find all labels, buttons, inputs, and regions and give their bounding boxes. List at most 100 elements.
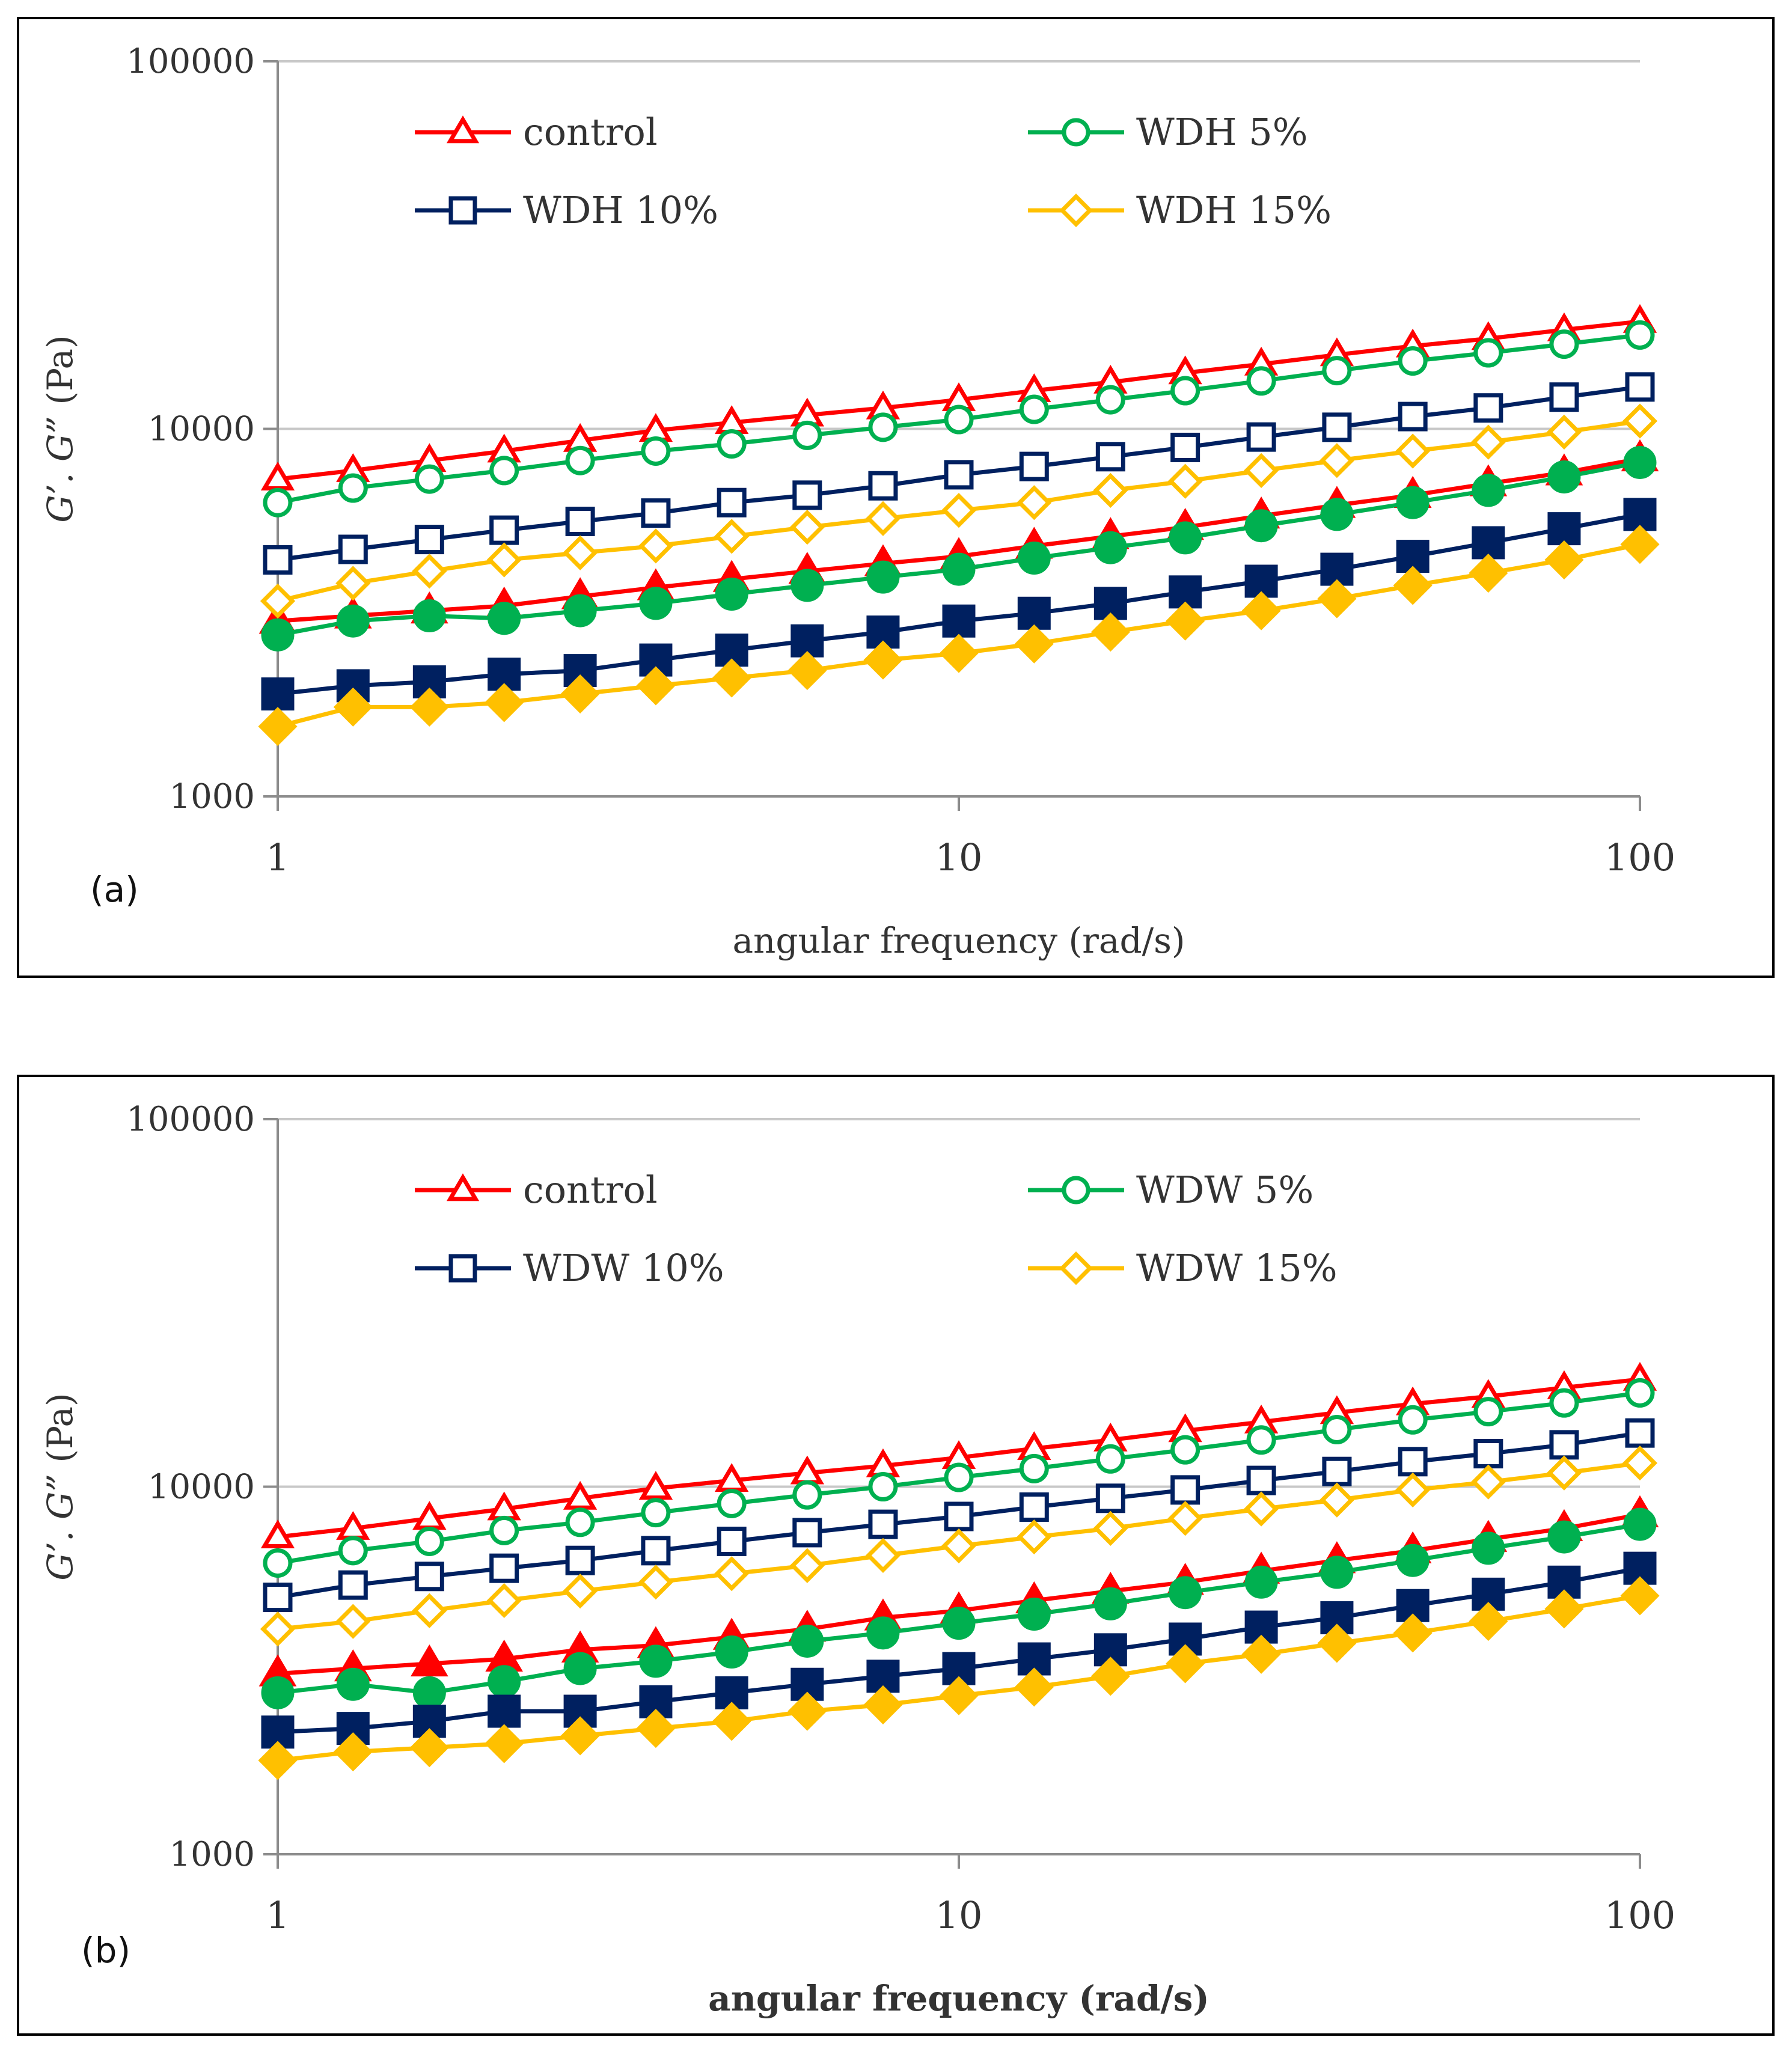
data-point (866, 560, 900, 594)
data-point (868, 412, 898, 442)
panel-label: (a) (90, 869, 139, 910)
data-point (792, 1518, 822, 1548)
data-point (1319, 443, 1355, 478)
data-point (792, 480, 822, 510)
data-point (717, 429, 747, 459)
data-point (939, 634, 979, 673)
data-point (636, 666, 676, 706)
data-point (1546, 1455, 1582, 1491)
legend: control WDH 5% WDH 10% WDH 15% (415, 110, 1332, 232)
data-point (1095, 1444, 1125, 1474)
data-point (338, 473, 368, 503)
data-point (565, 445, 595, 475)
legend-label: control (523, 110, 658, 154)
data-point (1093, 531, 1127, 564)
data-point (866, 1660, 900, 1693)
data-point (335, 566, 371, 601)
data-point (1170, 1435, 1200, 1465)
data-point (1317, 579, 1357, 618)
y-tick-label: 1000 (169, 1835, 255, 1874)
series-wdw-10--g1 (263, 1418, 1655, 1613)
data-point (486, 1583, 522, 1619)
x-axis-title: angular frequency (rad/s) (732, 920, 1185, 961)
legend-entry: WDW 5% (1028, 1168, 1313, 1212)
data-point (1090, 612, 1130, 652)
data-point (868, 471, 898, 501)
data-point (638, 1471, 673, 1500)
y-axis-title: G’. G” (Pa) (40, 335, 81, 522)
data-point (489, 456, 519, 486)
data-point (335, 1604, 371, 1639)
data-point (790, 624, 824, 658)
data-point (865, 501, 901, 536)
series-wdh-10--g2 (261, 498, 1657, 711)
data-point (488, 1665, 521, 1699)
data-point (1093, 472, 1128, 508)
data-point (1396, 1544, 1430, 1577)
data-point (263, 1583, 293, 1613)
data-point (563, 1652, 597, 1685)
data-point (1322, 1456, 1352, 1486)
data-point (1393, 1613, 1433, 1653)
data-point (712, 1702, 751, 1741)
data-point (1549, 1430, 1579, 1460)
data-point (1167, 463, 1203, 499)
data-point (715, 1635, 748, 1669)
data-point (1167, 1501, 1203, 1536)
data-point (409, 687, 449, 727)
data-point (409, 1728, 449, 1768)
data-point (717, 487, 747, 518)
data-point (258, 707, 298, 747)
legend-marker (1062, 118, 1090, 147)
y-tick-label: 1000 (169, 777, 255, 816)
data-point (1469, 553, 1508, 593)
data-point (1620, 525, 1660, 564)
data-point (412, 599, 446, 633)
data-point (1472, 1531, 1505, 1565)
data-point (1246, 366, 1276, 396)
y-axis-title-unit: (Pa) (40, 335, 81, 405)
data-point (412, 554, 447, 589)
data-point (1170, 1475, 1200, 1505)
data-point (563, 1480, 598, 1510)
data-point (1620, 1576, 1660, 1616)
data-point (1547, 512, 1581, 546)
legend-marker (446, 1173, 480, 1202)
data-point (638, 528, 674, 564)
data-point (336, 1667, 370, 1701)
data-point (942, 1607, 976, 1640)
data-point (1544, 540, 1584, 580)
series-wdw-5--g1 (263, 1378, 1655, 1578)
data-point (1322, 412, 1352, 442)
data-point (1549, 1388, 1579, 1418)
data-point (414, 525, 444, 555)
data-point (1473, 338, 1503, 368)
legend-marker (448, 1254, 477, 1283)
data-point (1398, 402, 1428, 432)
data-point (939, 1676, 979, 1715)
data-point (641, 436, 671, 466)
data-point (1398, 1405, 1428, 1435)
data-point (489, 515, 519, 545)
y-axis-title: G’. G” (Pa) (40, 1393, 81, 1580)
data-point (942, 552, 976, 586)
data-point (1395, 1472, 1431, 1507)
data-point (414, 1526, 444, 1556)
data-point (1244, 1565, 1278, 1599)
series-wdh-5--g1 (263, 320, 1655, 518)
data-point (412, 665, 446, 698)
y-ticks: 1000 10000 100000 (126, 1100, 278, 1874)
data-point (1017, 596, 1051, 630)
data-point (639, 587, 673, 620)
data-point (485, 1724, 524, 1763)
data-point (412, 1676, 446, 1709)
data-point (333, 687, 373, 727)
x-tick-label: 100 (1604, 835, 1675, 879)
legend-label: WDW 15% (1136, 1246, 1338, 1290)
data-point (1544, 1589, 1584, 1629)
legend-entry: WDH 15% (1028, 188, 1332, 232)
data-point (1170, 376, 1200, 406)
series-wdh-10--g1 (263, 372, 1655, 575)
data-point (715, 578, 748, 611)
